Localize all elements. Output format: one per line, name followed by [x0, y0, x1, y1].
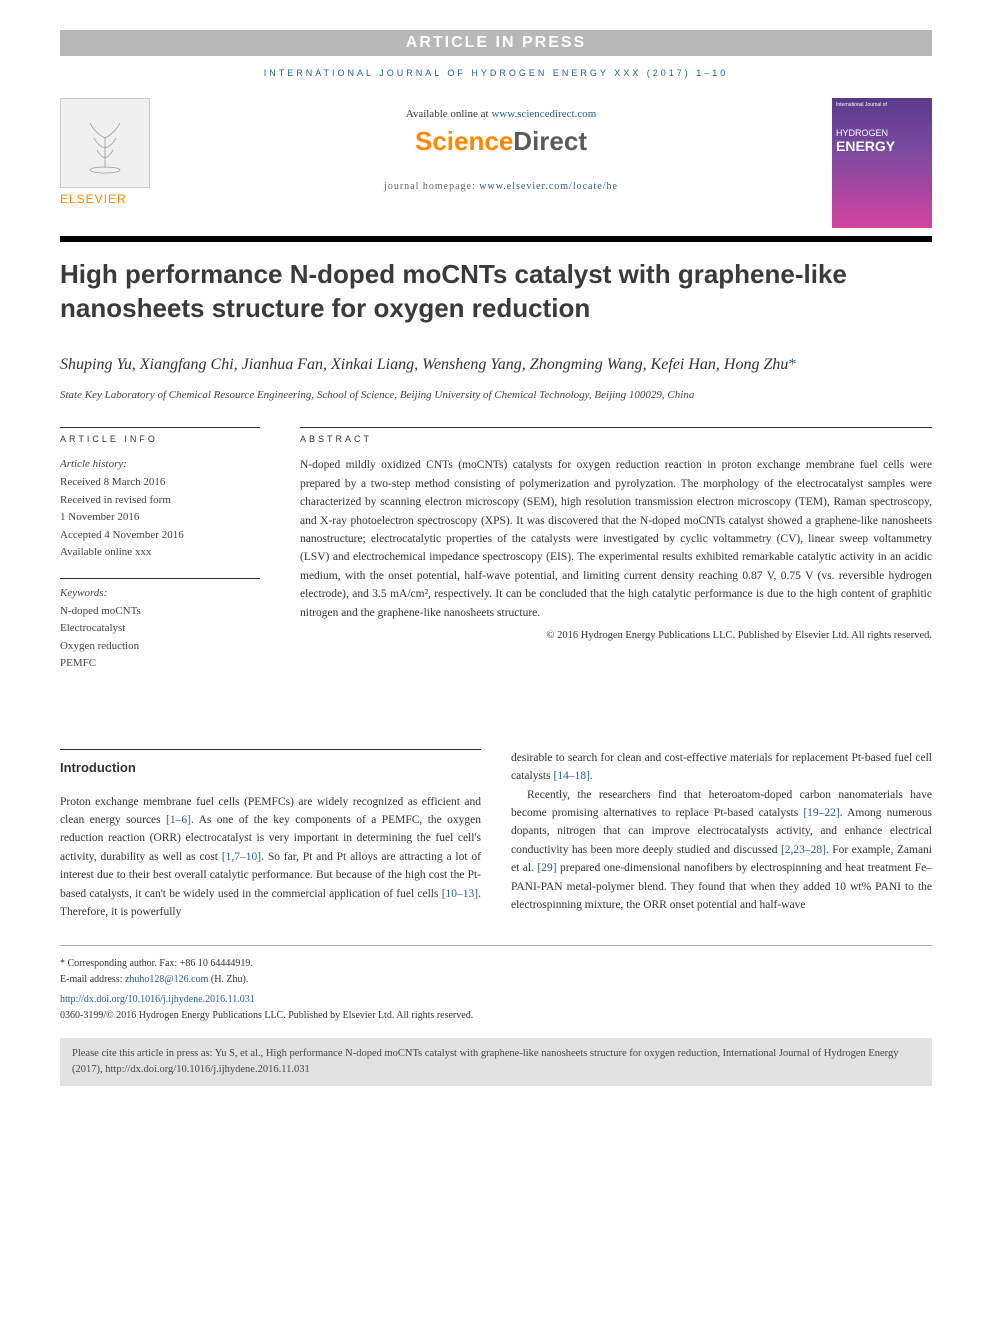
author-names: Shuping Yu, Xiangfang Chi, Jianhua Fan, … [60, 356, 788, 373]
abstract-column: ABSTRACT N-doped mildly oxidized CNTs (m… [300, 427, 932, 689]
history-online: Available online xxx [60, 544, 260, 562]
ref-link-19-22[interactable]: [19–22] [803, 807, 839, 819]
col2-para-2: Recently, the researchers find that hete… [511, 786, 932, 915]
keywords-block: Keywords: N-doped moCNTs Electrocatalyst… [60, 578, 260, 673]
homepage-label: journal homepage: [384, 181, 479, 192]
author-list: Shuping Yu, Xiangfang Chi, Jianhua Fan, … [60, 354, 932, 376]
col2-p2-d: prepared one-dimensional nanofibers by e… [511, 862, 932, 911]
footer-block: * Corresponding author. Fax: +86 10 6444… [60, 945, 932, 1024]
history-revised-1: Received in revised form [60, 492, 260, 510]
history-revised-2: 1 November 2016 [60, 509, 260, 527]
cover-top-text: International Journal of [836, 102, 928, 108]
sciencedirect-logo[interactable]: ScienceDirect [170, 126, 832, 157]
article-title: High performance N-doped moCNTs catalyst… [60, 258, 932, 326]
keyword-0: N-doped moCNTs [60, 603, 260, 621]
center-links: Available online at www.sciencedirect.co… [170, 98, 832, 202]
footer-copyright: 0360-3199/© 2016 Hydrogen Energy Publica… [60, 1008, 932, 1024]
journal-header-citation: INTERNATIONAL JOURNAL OF HYDROGEN ENERGY… [60, 68, 932, 78]
elsevier-name: ELSEVIER [60, 192, 170, 206]
col2-p1-b: . [590, 770, 593, 782]
email-label: E-mail address: [60, 974, 125, 985]
doi-link[interactable]: http://dx.doi.org/10.1016/j.ijhydene.201… [60, 994, 255, 1005]
article-in-press-banner: ARTICLE IN PRESS [60, 30, 932, 56]
sd-logo-science: Science [415, 126, 513, 156]
cover-title-1: HYDROGEN [836, 128, 928, 138]
abstract-copyright: © 2016 Hydrogen Energy Publications LLC.… [300, 630, 932, 641]
homepage-url[interactable]: www.elsevier.com/locate/he [479, 181, 618, 192]
ref-link-2-23-28[interactable]: [2,23–28] [781, 844, 826, 856]
email-line: E-mail address: zhuho128@126.com (H. Zhu… [60, 972, 932, 988]
ref-link-29[interactable]: [29] [537, 862, 556, 874]
elsevier-logo[interactable]: ELSEVIER [60, 98, 170, 206]
abstract-header: ABSTRACT [300, 427, 932, 444]
sciencedirect-link[interactable]: www.sciencedirect.com [491, 108, 596, 120]
available-online-text: Available online at www.sciencedirect.co… [170, 108, 832, 120]
body-two-column: Introduction Proton exchange membrane fu… [60, 749, 932, 922]
abstract-text: N-doped mildly oxidized CNTs (moCNTs) ca… [300, 456, 932, 622]
article-info-header: ARTICLE INFO [60, 427, 260, 444]
available-label: Available online at [406, 108, 492, 120]
keywords-label: Keywords: [60, 585, 260, 603]
title-rule [60, 236, 932, 242]
elsevier-tree-icon [60, 98, 150, 188]
introduction-heading: Introduction [60, 749, 481, 779]
body-column-right: desirable to search for clean and cost-e… [511, 749, 932, 922]
ref-link-14-18[interactable]: [14–18] [553, 770, 589, 782]
cite-box: Please cite this article in press as: Yu… [60, 1038, 932, 1086]
history-accepted: Accepted 4 November 2016 [60, 527, 260, 545]
ref-link-1-6[interactable]: [1–6] [166, 814, 191, 826]
journal-cover-thumbnail[interactable]: International Journal of HYDROGEN ENERGY [832, 98, 932, 228]
top-section: ELSEVIER Available online at www.science… [60, 98, 932, 228]
body-column-left: Introduction Proton exchange membrane fu… [60, 749, 481, 922]
corresponding-mark: * [788, 356, 796, 373]
keyword-1: Electrocatalyst [60, 620, 260, 638]
col2-para-1: desirable to search for clean and cost-e… [511, 749, 932, 786]
email-link[interactable]: zhuho128@126.com [125, 974, 208, 985]
history-label: Article history: [60, 456, 260, 474]
cover-title-2: ENERGY [836, 138, 928, 154]
article-info-column: ARTICLE INFO Article history: Received 8… [60, 427, 260, 689]
keyword-3: PEMFC [60, 655, 260, 673]
email-suffix: (H. Zhu). [208, 974, 248, 985]
ref-link-10-13[interactable]: [10–13] [442, 888, 478, 900]
article-history: Article history: Received 8 March 2016 R… [60, 456, 260, 562]
journal-homepage: journal homepage: www.elsevier.com/locat… [170, 181, 832, 192]
corresponding-author-note: * Corresponding author. Fax: +86 10 6444… [60, 956, 932, 972]
info-abstract-row: ARTICLE INFO Article history: Received 8… [60, 427, 932, 689]
history-received: Received 8 March 2016 [60, 474, 260, 492]
doi-line: http://dx.doi.org/10.1016/j.ijhydene.201… [60, 992, 932, 1008]
affiliation: State Key Laboratory of Chemical Resourc… [60, 388, 932, 403]
ref-link-1-7-10[interactable]: [1,7–10] [222, 851, 261, 863]
intro-para-1: Proton exchange membrane fuel cells (PEM… [60, 793, 481, 922]
keyword-2: Oxygen reduction [60, 638, 260, 656]
sd-logo-direct: Direct [513, 126, 587, 156]
